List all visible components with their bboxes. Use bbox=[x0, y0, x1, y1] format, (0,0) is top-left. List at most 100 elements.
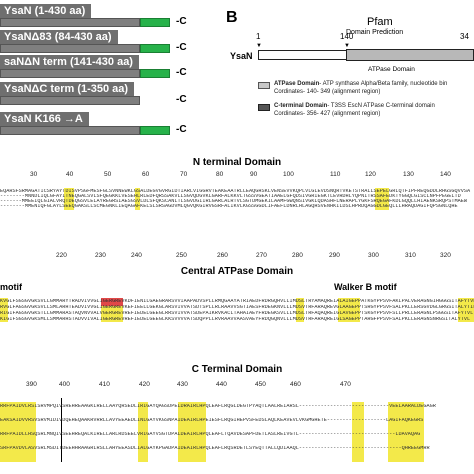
ruler-tick: 300 bbox=[368, 252, 379, 259]
ruler-tick: 280 bbox=[292, 252, 303, 259]
c-terminus-label: -C bbox=[176, 124, 187, 135]
conserved-highlight bbox=[0, 402, 36, 462]
legend-c-terminal-coords: Cordinates- 356- 427 (alignment region) bbox=[274, 111, 381, 117]
ruler-tick: 430 bbox=[177, 381, 188, 388]
construct-label-k166a: YsaN K166 →A bbox=[0, 112, 89, 126]
alignment-title: C Terminal Domain bbox=[191, 364, 283, 375]
protein-label: YsaN bbox=[230, 51, 253, 61]
position-marker: ▼ bbox=[256, 43, 262, 49]
sequence-row: KIGIFSGSGVGKSMLLSMMARHSTADVVIVALIGERGREV… bbox=[0, 317, 471, 322]
construct-bar-grey bbox=[0, 126, 140, 135]
ruler-tick: 250 bbox=[176, 252, 187, 259]
ruler-tick: 80 bbox=[216, 171, 224, 178]
construct-bar-grey bbox=[0, 96, 140, 105]
ruler-tick: 130 bbox=[403, 171, 414, 178]
ruler-tick: 140 bbox=[440, 171, 451, 178]
sequence-row: EAKSAIDVVRSVSRVMIDIVDQEHEQAAKRVRRLLAVYEE… bbox=[0, 418, 424, 423]
ruler-tick: 400 bbox=[59, 381, 70, 388]
ruler-tick: 110 bbox=[330, 171, 341, 178]
construct-bar-green bbox=[140, 126, 170, 135]
ruler-tick: 420 bbox=[139, 381, 150, 388]
sequence-row: RRFPAIDLLHSQSRLMNQIVSEEHREQALKIRELLARLRD… bbox=[0, 432, 421, 437]
position-marker: ▼ bbox=[344, 43, 350, 49]
pfam-title: Pfam bbox=[367, 16, 393, 28]
ruler-tick: 120 bbox=[365, 171, 376, 178]
conserved-highlight bbox=[135, 188, 140, 210]
sequence-row: --------MNNDLIQLGFAYITNEQGALSVLSFQEGKKLV… bbox=[0, 194, 461, 199]
conserved-highlight bbox=[138, 402, 148, 462]
domain-prediction-label: Domain Prediction bbox=[346, 29, 404, 36]
legend-c-terminal: C-terminal Domain- T3SS EscN ATPase C-te… bbox=[274, 103, 435, 109]
sequence-row: SRFPAVDVLASVSRLMSDITDEEHHRAAGRLRSLLAHYEE… bbox=[0, 446, 430, 451]
conserved-highlight bbox=[375, 188, 389, 210]
ruler-tick: 290 bbox=[329, 252, 340, 259]
walker-a-residues bbox=[101, 298, 123, 306]
motif-label: motif bbox=[0, 282, 22, 292]
conserved-highlight bbox=[0, 298, 8, 322]
legend-atpase: ATPase Domain- ATP synthase Alpha/Beta f… bbox=[274, 81, 448, 87]
ruler-tick: 260 bbox=[217, 252, 228, 259]
conserved-highlight bbox=[388, 402, 424, 462]
legend-atpase-coords: Cordinates- 140- 349 (alignment region) bbox=[274, 89, 381, 95]
boundary-line bbox=[61, 398, 62, 462]
ruler-tick: 270 bbox=[256, 252, 267, 259]
ruler-tick: 90 bbox=[250, 171, 258, 178]
ruler-tick: 240 bbox=[131, 252, 142, 259]
sequence-row: RVGLFAGSGVGKSVLLSMLARHTEADVIVVGLIGERGREV… bbox=[0, 305, 474, 310]
construct-bar-green bbox=[140, 18, 170, 27]
ruler-tick: 40 bbox=[66, 171, 74, 178]
conserved-highlight bbox=[352, 402, 364, 462]
ruler-tick: 450 bbox=[255, 381, 266, 388]
construct-label-full-length: YsaN (1-430 aa) bbox=[0, 4, 92, 18]
legend-swatch-atpase bbox=[258, 82, 270, 89]
ruler-tick: 230 bbox=[95, 252, 106, 259]
conserved-highlight bbox=[64, 188, 74, 210]
conserved-highlight bbox=[458, 298, 474, 322]
ruler-tick: 460 bbox=[290, 381, 301, 388]
ruler-tick: 320 bbox=[440, 252, 451, 259]
legend-swatch-c-terminal bbox=[258, 104, 270, 111]
position-end: 34 bbox=[460, 32, 469, 41]
ruler-tick: 70 bbox=[180, 171, 188, 178]
ruler-tick: 310 bbox=[405, 252, 416, 259]
ruler-tick: 410 bbox=[99, 381, 110, 388]
ruler-tick: 390 bbox=[26, 381, 37, 388]
ruler-tick: 50 bbox=[104, 171, 112, 178]
walker-b-motif-label: Walker B motif bbox=[334, 282, 397, 292]
construct-bar-green bbox=[140, 44, 170, 53]
atpase-domain-label: ATPase Domain bbox=[368, 66, 415, 73]
construct-bar-green bbox=[140, 69, 170, 78]
alignment-title: Central ATPase Domain bbox=[180, 266, 294, 277]
construct-label-delta83: YsaNΔ83 (84-430 aa) bbox=[0, 30, 118, 44]
construct-label-delta-n-term: saNΔN term (141-430 aa) bbox=[0, 55, 139, 69]
atpase-domain-block bbox=[346, 49, 474, 61]
sequence-row: KVGLFSGSGVGKSVLLGMMARYTRADVIVVGLIGERGREV… bbox=[0, 299, 474, 304]
sequence-row: --------MMENIQFGLAYLSEEQGAKSLLSCMEGNKLIE… bbox=[0, 204, 458, 209]
alignment-title: N terminal Domain bbox=[192, 157, 282, 168]
c-terminus-label: -C bbox=[176, 94, 187, 105]
ruler-tick: 100 bbox=[283, 171, 294, 178]
conserved-highlight bbox=[296, 298, 304, 322]
ruler-tick: 470 bbox=[340, 381, 351, 388]
ruler-tick: 60 bbox=[142, 171, 150, 178]
conserved-highlight bbox=[178, 402, 206, 462]
position-start: 1 bbox=[256, 32, 261, 41]
c-terminus-label: -C bbox=[176, 42, 187, 53]
ruler-tick: 440 bbox=[216, 381, 227, 388]
sequence-row: -------MMEEIQLGIALVRQTDEQGSVLELAYREGRSIA… bbox=[0, 199, 467, 204]
construct-bar-grey bbox=[0, 69, 140, 78]
construct-bar-grey bbox=[0, 18, 140, 27]
ruler-tick: 220 bbox=[56, 252, 67, 259]
construct-bar-grey bbox=[0, 44, 140, 53]
conserved-highlight bbox=[101, 306, 123, 322]
c-terminus-label: -C bbox=[176, 16, 187, 27]
c-terminus-label: -C bbox=[176, 67, 187, 78]
position-140: 140 bbox=[340, 32, 354, 41]
ruler-tick: 30 bbox=[30, 171, 38, 178]
conserved-highlight bbox=[338, 298, 360, 322]
sequence-row: EQARSFSRMAGATICSRYAYTDISVPSGFMESFGLSVNNE… bbox=[0, 189, 471, 194]
sequence-row: RRFPAIDVLRSISRVMPQIVSREHREAAGKLRELLAAYQR… bbox=[0, 404, 436, 409]
panel-letter: B bbox=[226, 9, 238, 26]
sequence-row: RIGIFAGSGVGKSTLLGMMARASTAQVNVVALVGERGREV… bbox=[0, 311, 474, 316]
construct-label-delta-c-term: YsaNΔC term (1-350 aa) bbox=[0, 82, 135, 96]
